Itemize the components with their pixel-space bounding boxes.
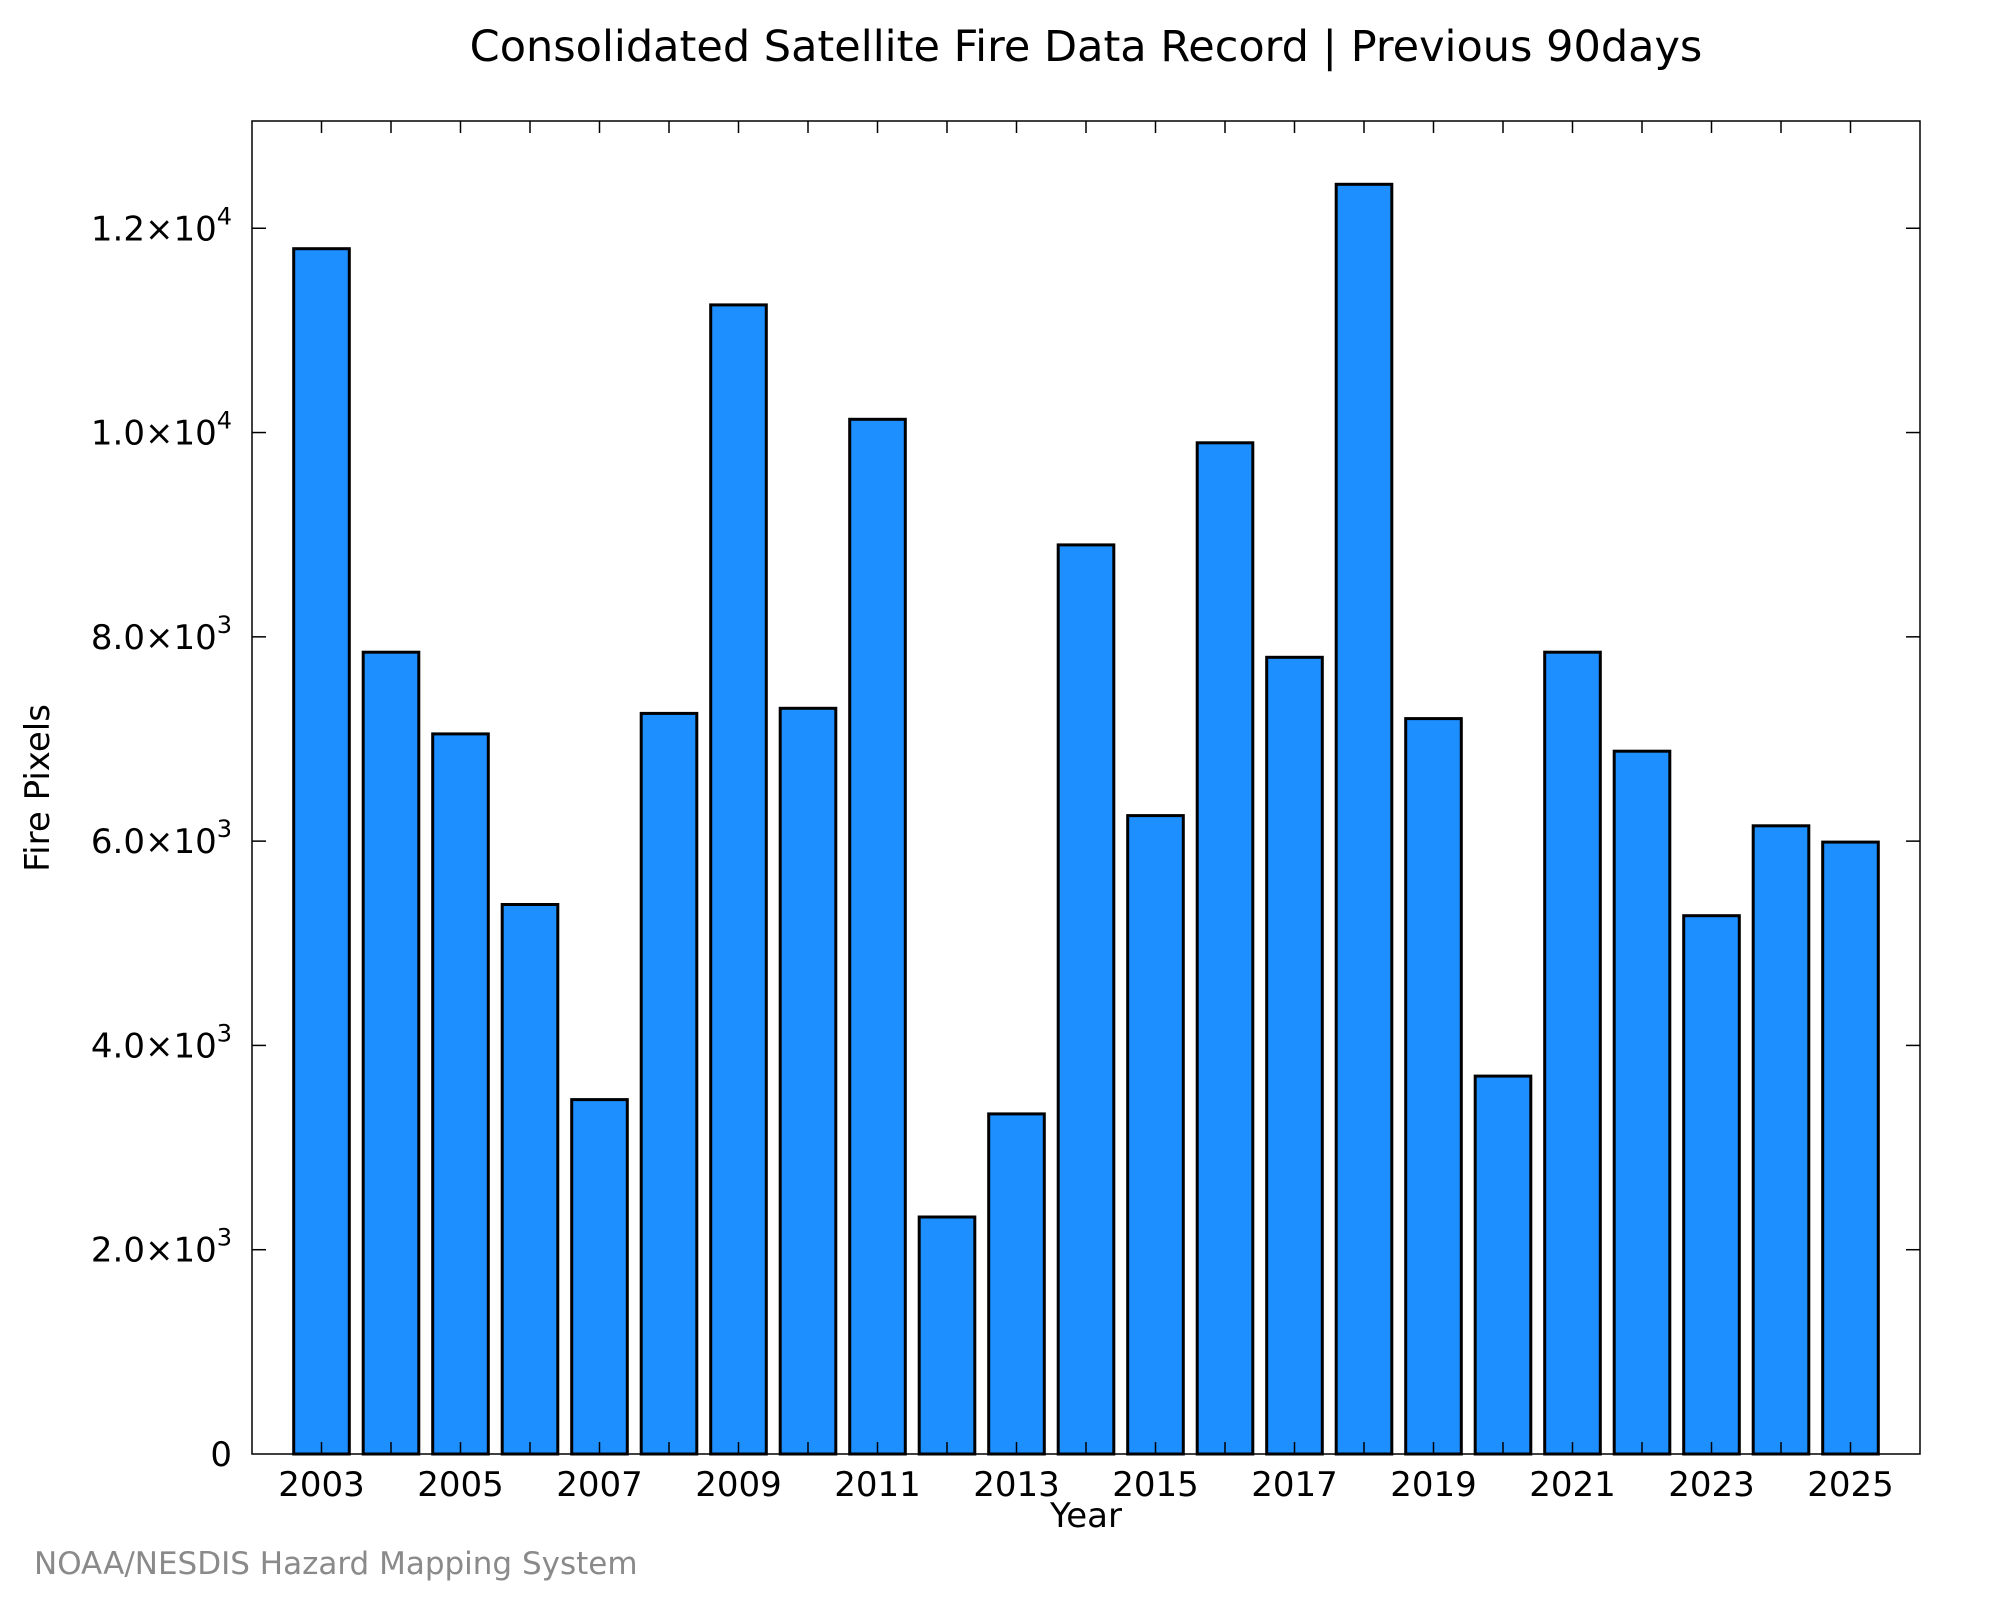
x-tick-label-2025: 2025 (1807, 1465, 1894, 1505)
x-tick-label-2017: 2017 (1251, 1465, 1338, 1505)
x-tick-label-2003: 2003 (278, 1465, 365, 1505)
chart-title: Consolidated Satellite Fire Data Record … (469, 22, 1703, 72)
bar-2022 (1612, 749, 1672, 1456)
bar-2016 (1195, 441, 1255, 1456)
y-tick-label-8000: 8.0×103 (91, 611, 232, 658)
bar-2009 (709, 303, 768, 1456)
bar-2003 (292, 247, 351, 1456)
bar-2011 (848, 417, 907, 1456)
y-tick-labels: 0 2.0×103 4.0×103 6.0×103 8.0×103 1.0×104 1.2×… (91, 202, 232, 1475)
y-tick-exponent-8000: 3 (217, 611, 232, 639)
y-axis-label: Fire Pixels (18, 704, 58, 872)
bar-2012 (917, 1215, 977, 1456)
x-tick-label-2005: 2005 (417, 1465, 504, 1505)
x-tick-label-2021: 2021 (1529, 1465, 1616, 1505)
bar-2019 (1404, 717, 1463, 1456)
bar-2013 (987, 1112, 1046, 1456)
source-credit: NOAA/NESDIS Hazard Mapping System (34, 1546, 638, 1582)
bars-layer (292, 182, 1880, 1456)
bar-2010 (778, 706, 838, 1456)
bar-2008 (639, 711, 699, 1456)
y-tick-exponent-12000: 4 (217, 202, 232, 230)
ticks-layer (252, 121, 1920, 1454)
bar-2021 (1543, 650, 1602, 1456)
x-tick-labels: 2003 2005 2007 2009 2011 2013 2015 2017 2019 2021… (278, 1465, 1894, 1505)
y-tick-label-4000: 4.0×103 (91, 1019, 232, 1066)
x-tick-label-2015: 2015 (1112, 1465, 1199, 1505)
bar-2017 (1265, 655, 1324, 1456)
x-tick-label-2007: 2007 (556, 1465, 643, 1505)
x-tick-label-2019: 2019 (1390, 1465, 1477, 1505)
y-tick-exponent-4000: 3 (217, 1019, 232, 1047)
bar-2018 (1334, 182, 1394, 1456)
bar-2025 (1821, 840, 1880, 1456)
x-tick-label-2011: 2011 (834, 1465, 921, 1505)
bar-2006 (500, 903, 560, 1456)
bar-2024 (1751, 824, 1811, 1456)
y-tick-label-2000: 2.0×103 (91, 1224, 232, 1271)
bar-2015 (1126, 814, 1185, 1456)
y-tick-exponent-10000: 4 (217, 407, 232, 435)
y-tick-label-12000: 1.2×104 (91, 202, 232, 249)
x-tick-label-2013: 2013 (973, 1465, 1060, 1505)
x-tick-label-2023: 2023 (1668, 1465, 1755, 1505)
y-tick-label-6000: 6.0×103 (91, 815, 232, 862)
bar-2005 (431, 732, 490, 1456)
y-tick-exponent-2000: 3 (217, 1224, 232, 1252)
x-tick-label-2009: 2009 (695, 1465, 782, 1505)
x-axis-label: Year (1050, 1496, 1122, 1536)
bar-2007 (570, 1098, 629, 1456)
y-tick-label-10000: 1.0×104 (91, 407, 232, 454)
bar-2004 (361, 650, 421, 1456)
bar-2014 (1056, 543, 1116, 1456)
y-tick-label-0: 0 (210, 1435, 232, 1475)
y-tick-exponent-6000: 3 (217, 815, 232, 843)
bar-2020 (1473, 1074, 1533, 1456)
bar-2023 (1682, 914, 1741, 1456)
